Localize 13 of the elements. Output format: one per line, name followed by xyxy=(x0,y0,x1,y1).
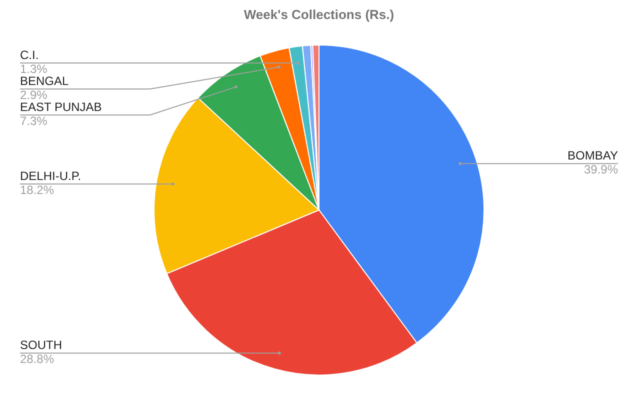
slice-label: C.I. xyxy=(20,48,39,62)
slice-label: SOUTH xyxy=(20,338,62,352)
slice-label: BOMBAY xyxy=(568,148,618,163)
data-label: 1.3% xyxy=(20,62,48,76)
data-label: 39.9% xyxy=(584,162,618,177)
chart-title: Week's Collections (Rs.) xyxy=(244,7,394,22)
slice-label: BENGAL xyxy=(20,74,70,88)
slice-label: DELHI-U.P. xyxy=(20,169,82,184)
slice-label: EAST PUNJAB xyxy=(20,100,102,114)
data-label: 28.8% xyxy=(20,352,54,366)
data-label: 18.2% xyxy=(20,183,54,198)
data-label: 7.3% xyxy=(20,114,48,128)
data-label: 2.9% xyxy=(20,88,48,102)
